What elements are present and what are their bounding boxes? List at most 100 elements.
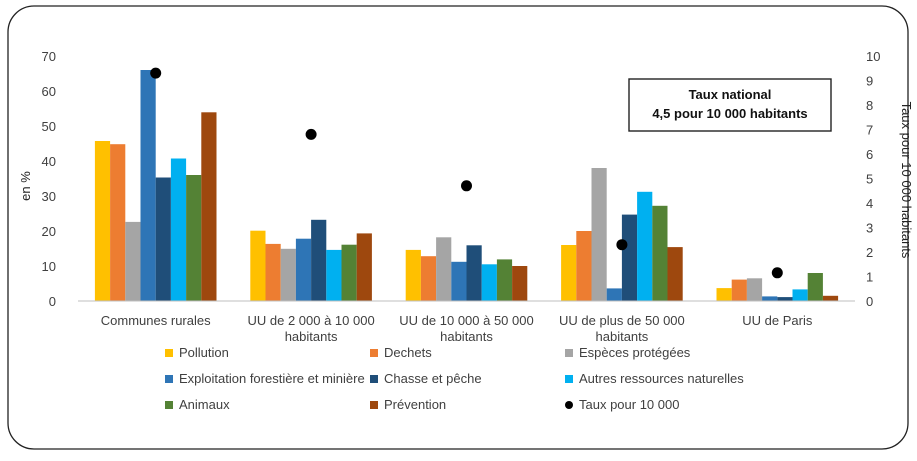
bar xyxy=(731,279,747,301)
bar xyxy=(110,144,126,301)
bar xyxy=(295,238,312,301)
legend-swatch xyxy=(370,349,378,357)
legend-label: Exploitation forestière et minière xyxy=(179,371,365,386)
y-axis-title: en % xyxy=(18,171,33,201)
category-label: UU de 2 000 à 10 000 xyxy=(247,313,374,328)
category-label: Communes rurales xyxy=(101,313,211,328)
bar xyxy=(822,295,839,302)
bar xyxy=(341,244,357,301)
y2-tick-label: 2 xyxy=(866,245,873,260)
bar xyxy=(561,245,577,301)
bar xyxy=(466,245,482,301)
bar xyxy=(326,249,342,301)
legend-label: Espèces protégées xyxy=(579,345,691,360)
bar xyxy=(170,158,187,301)
category-label: UU de Paris xyxy=(742,313,813,328)
y-tick-label: 50 xyxy=(42,119,56,134)
legend-label: Prévention xyxy=(384,397,446,412)
bar xyxy=(621,214,638,301)
y2-tick-label: 0 xyxy=(866,294,873,309)
bar xyxy=(716,288,732,301)
bar xyxy=(436,237,452,301)
legend-swatch xyxy=(565,401,573,409)
y-tick-label: 30 xyxy=(42,189,56,204)
bar xyxy=(762,296,778,301)
category-label: UU de 10 000 à 50 000 xyxy=(399,313,533,328)
bar xyxy=(155,177,171,301)
category-label: UU de plus de 50 000 xyxy=(559,313,685,328)
legend-swatch xyxy=(565,375,573,383)
legend-label: Taux pour 10 000 xyxy=(579,397,679,412)
bar xyxy=(606,288,622,301)
bar xyxy=(481,264,497,302)
bars-layer xyxy=(94,70,839,302)
bar xyxy=(94,141,111,301)
national-rate-annotation: Taux national 4,5 pour 10 000 habitants xyxy=(628,78,832,132)
bar xyxy=(201,112,217,301)
bar xyxy=(496,259,513,301)
category-label: habitants xyxy=(596,329,649,344)
category-labels: Communes rurales UU de 2 000 à 10 000habi… xyxy=(101,313,813,344)
legend-label: Pollution xyxy=(179,345,229,360)
y2-tick-label: 8 xyxy=(866,98,873,113)
y-tick-label: 0 xyxy=(49,294,56,309)
legend-label: Animaux xyxy=(179,397,230,412)
bar xyxy=(140,70,156,301)
y-tick-label: 20 xyxy=(42,224,56,239)
legend-label: Dechets xyxy=(384,345,432,360)
legend-label: Autres ressources naturelles xyxy=(579,371,744,386)
bar xyxy=(637,191,653,301)
legend-swatch xyxy=(165,349,173,357)
y2-tick-label: 9 xyxy=(866,74,873,89)
bar xyxy=(405,249,421,301)
left-axis-ticks: 0 10 20 30 40 50 60 70 xyxy=(42,49,56,309)
rate-point xyxy=(771,267,783,279)
bar xyxy=(777,297,793,301)
bar xyxy=(667,247,683,301)
bar xyxy=(311,219,327,301)
y2-tick-label: 7 xyxy=(866,123,873,138)
rate-point xyxy=(150,67,162,79)
legend-swatch xyxy=(370,401,378,409)
bar xyxy=(512,266,528,301)
rate-point xyxy=(305,128,317,140)
rate-points-layer xyxy=(150,67,783,279)
y-tick-label: 40 xyxy=(42,154,56,169)
bar xyxy=(250,230,266,301)
y-tick-label: 10 xyxy=(42,259,56,274)
legend: Pollution Dechets Espèces protégées Exploit… xyxy=(165,345,744,412)
legend-swatch xyxy=(165,401,173,409)
bar xyxy=(280,248,296,301)
bar xyxy=(265,243,281,301)
legend-label: Chasse et pêche xyxy=(384,371,482,386)
y2-axis-title: Taux pour 10 000 habitants xyxy=(899,102,914,259)
category-label: habitants xyxy=(440,329,493,344)
rate-point xyxy=(616,239,628,251)
bar xyxy=(807,273,823,301)
bar xyxy=(576,231,592,301)
rate-point xyxy=(461,180,472,192)
category-label: habitants xyxy=(285,329,338,344)
y2-tick-label: 10 xyxy=(866,49,880,64)
bar xyxy=(652,205,668,301)
bar xyxy=(420,256,437,301)
legend-swatch xyxy=(565,349,573,357)
y2-tick-label: 5 xyxy=(866,172,873,187)
bar xyxy=(125,221,141,301)
y2-tick-label: 3 xyxy=(866,221,873,236)
bar xyxy=(746,278,763,302)
y-tick-label: 60 xyxy=(42,84,56,99)
annotation-box xyxy=(628,78,832,132)
annotation-title: Taux national xyxy=(689,87,772,102)
y2-tick-label: 1 xyxy=(866,270,873,285)
right-axis-ticks: 0 1 2 3 4 5 6 7 8 9 10 xyxy=(866,49,880,309)
legend-swatch xyxy=(165,375,173,383)
annotation-subtitle: 4,5 pour 10 000 habitants xyxy=(652,106,807,121)
legend-swatch xyxy=(370,375,378,383)
bar xyxy=(591,168,607,301)
bar xyxy=(792,289,808,301)
bar xyxy=(451,261,467,301)
y2-tick-label: 4 xyxy=(866,196,873,211)
